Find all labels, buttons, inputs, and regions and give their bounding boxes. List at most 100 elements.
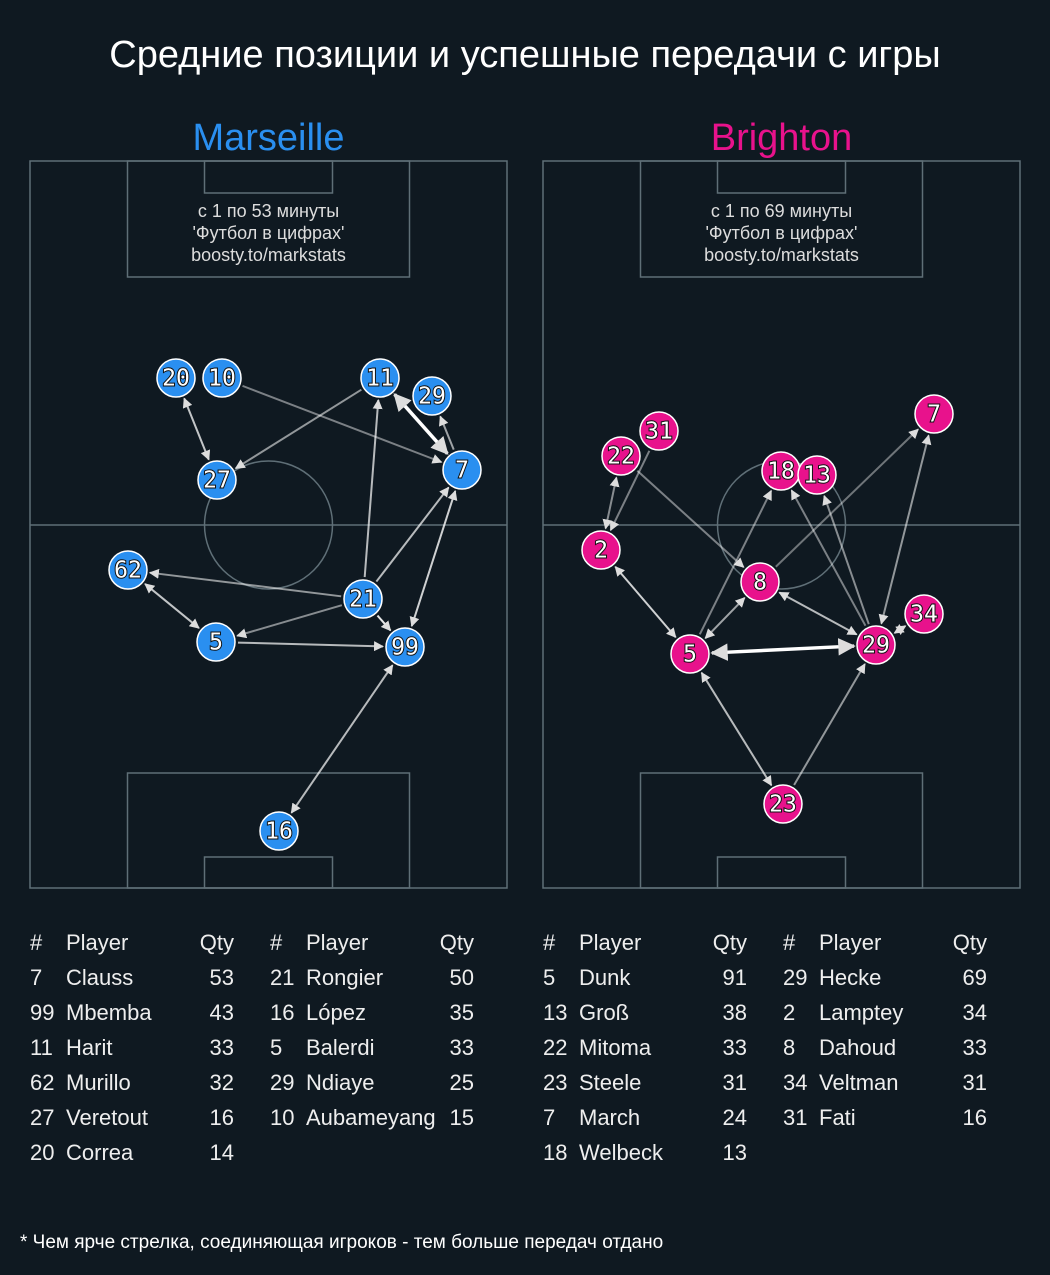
table-cell: 5 — [543, 965, 555, 990]
player-number: 62 — [114, 558, 142, 584]
player-number: 7 — [927, 402, 941, 428]
table-cell: Aubameyang — [306, 1105, 436, 1130]
table-cell: 29 — [783, 965, 807, 990]
team-name: Marseille — [192, 117, 344, 159]
table-cell: 23 — [543, 1070, 567, 1095]
player-number: 13 — [803, 463, 831, 489]
table-header: Player — [579, 930, 641, 955]
caption: boosty.to/markstats — [191, 245, 346, 265]
table-cell: 43 — [210, 1000, 234, 1025]
table-header: # — [543, 930, 556, 955]
table-cell: 15 — [450, 1105, 474, 1130]
table-cell: 8 — [783, 1035, 795, 1060]
table-cell: 91 — [723, 965, 747, 990]
table-cell: 35 — [450, 1000, 474, 1025]
player-number: 11 — [366, 366, 394, 392]
player-number: 22 — [607, 444, 635, 470]
table-header: # — [30, 930, 43, 955]
table-cell: Mitoma — [579, 1035, 652, 1060]
pass-arrow — [144, 583, 200, 629]
table-cell: 22 — [543, 1035, 567, 1060]
table-cell: 31 — [723, 1070, 747, 1095]
player-node — [914, 394, 954, 434]
table-cell: 16 — [270, 1000, 294, 1025]
pass-arrow — [609, 450, 651, 532]
caption: boosty.to/markstats — [704, 245, 859, 265]
player-number: 2 — [594, 538, 608, 564]
table-header: Player — [306, 930, 368, 955]
pass-arrow — [704, 597, 746, 639]
player-node — [156, 358, 196, 398]
table-cell: 16 — [963, 1105, 987, 1130]
table-cell: Murillo — [66, 1070, 131, 1095]
table-cell: 13 — [723, 1140, 747, 1165]
table-header: Qty — [713, 930, 747, 955]
pitch — [29, 160, 508, 889]
pass-arrow — [237, 641, 385, 652]
player-number: 7 — [455, 458, 469, 484]
player-node — [343, 579, 383, 619]
player-number: 31 — [645, 419, 673, 445]
player-node — [442, 450, 482, 490]
player-number: 23 — [769, 792, 797, 818]
table-cell: 33 — [723, 1035, 747, 1060]
pass-arrow — [393, 393, 449, 455]
table-header: # — [783, 930, 796, 955]
table-cell: 99 — [30, 1000, 54, 1025]
player-node — [202, 358, 242, 398]
caption: с 1 по 69 минуты — [711, 201, 852, 221]
table-cell: Ndiaye — [306, 1070, 374, 1095]
table-cell: Fati — [819, 1105, 856, 1130]
table-cell: 34 — [963, 1000, 987, 1025]
pass-arrow — [710, 638, 856, 661]
table-cell: López — [306, 1000, 366, 1025]
pass-arrow — [822, 494, 870, 625]
player-node — [385, 627, 425, 667]
table-cell: 14 — [210, 1140, 234, 1165]
footnote: * Чем ярче стрелка, соединяющая игроков … — [20, 1232, 663, 1253]
title: Средние позиции и успешные передачи с иг… — [109, 34, 941, 76]
player-node — [581, 530, 621, 570]
table-cell: 31 — [783, 1105, 807, 1130]
table-cell: Clauss — [66, 965, 133, 990]
player-number: 99 — [391, 635, 419, 661]
table-header: Qty — [200, 930, 234, 955]
table-cell: 10 — [270, 1105, 294, 1130]
table-cell: Balerdi — [306, 1035, 374, 1060]
pass-arrow — [793, 663, 866, 786]
pass-arrow — [790, 489, 867, 627]
pass-arrow — [182, 397, 211, 461]
table-header: Player — [819, 930, 881, 955]
pass-arrow — [698, 489, 773, 635]
pass-arrow — [775, 428, 919, 568]
player-node — [259, 811, 299, 851]
table-cell: 20 — [30, 1140, 54, 1165]
table-cell: 7 — [30, 965, 42, 990]
pass-arrow — [409, 489, 458, 628]
table-cell: Correa — [66, 1140, 134, 1165]
player-number: 5 — [683, 642, 697, 668]
player-node — [797, 455, 837, 495]
player-number: 18 — [767, 459, 795, 485]
table-cell: Hecke — [819, 965, 881, 990]
pass-arrow — [242, 384, 443, 464]
player-node — [670, 634, 710, 674]
team-name: Brighton — [711, 117, 853, 159]
table-cell: March — [579, 1105, 640, 1130]
table-cell: 53 — [210, 965, 234, 990]
table-cell: Dahoud — [819, 1035, 896, 1060]
table-cell: Harit — [66, 1035, 112, 1060]
table-cell: 18 — [543, 1140, 567, 1165]
caption: 'Футбол в цифрах' — [193, 223, 345, 243]
table-cell: 16 — [210, 1105, 234, 1130]
pass-arrow — [290, 664, 394, 814]
pass-arrow — [636, 470, 745, 568]
centre-circle — [203, 460, 334, 590]
table-cell: 33 — [963, 1035, 987, 1060]
table-cell: Rongier — [306, 965, 383, 990]
table-cell: 13 — [543, 1000, 567, 1025]
table-cell: Mbemba — [66, 1000, 152, 1025]
player-node — [740, 562, 780, 602]
table-cell: 69 — [963, 965, 987, 990]
